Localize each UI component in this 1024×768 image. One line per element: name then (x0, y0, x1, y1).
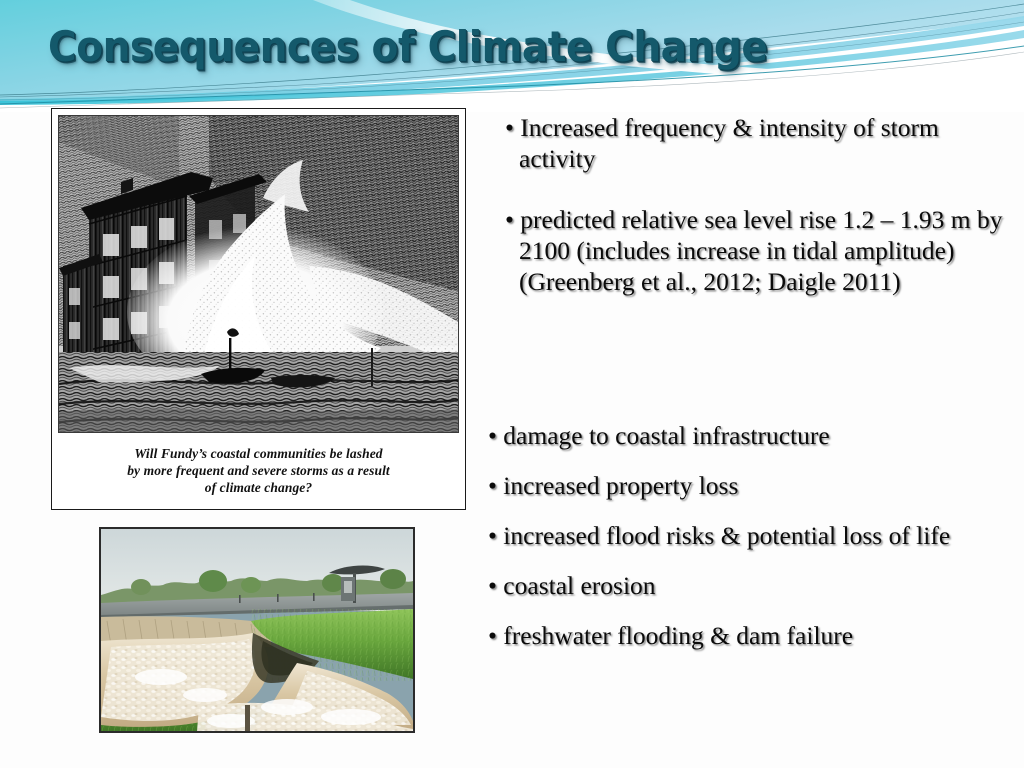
upper-text-block: • Increased frequency & intensity of sto… (505, 112, 1005, 304)
page-title: Consequences of Climate Change (48, 22, 768, 71)
bullet-freshwater-flooding: • freshwater flooding & dam failure (488, 621, 854, 650)
bullet-flood-risks: • increased flood risks & potential loss… (488, 521, 951, 550)
lower-bullet-list: • damage to coastal infrastructure • inc… (488, 420, 1008, 651)
engraving-boat (201, 328, 335, 388)
engraving-caption: Will Fundy’s coastal communities be lash… (58, 439, 459, 501)
storm-wave-engraving-figure: Will Fundy’s coastal communities be lash… (51, 108, 466, 510)
storm-wave-engraving-image (58, 115, 459, 433)
white-swoosh (313, 0, 1024, 86)
foreground-post (245, 705, 250, 731)
bullet-coastal-infrastructure: • damage to coastal infrastructure (488, 421, 830, 450)
paragraph-storm-activity: • Increased frequency & intensity of sto… (505, 113, 939, 173)
caption-line-1: Will Fundy’s coastal communities be lash… (134, 445, 383, 461)
dike-breach-flood-photo (99, 527, 415, 733)
caption-line-3: of climate change? (204, 479, 313, 495)
bullet-property-loss: • increased property loss (488, 471, 739, 500)
roadside-kiosk (329, 565, 385, 603)
bullet-coastal-erosion: • coastal erosion (488, 571, 656, 600)
header-decoration (0, 0, 1024, 112)
paragraph-sea-level-rise: • predicted relative sea level rise 1.2 … (505, 205, 1003, 296)
caption-line-2: by more frequent and severe storms as a … (127, 462, 390, 478)
